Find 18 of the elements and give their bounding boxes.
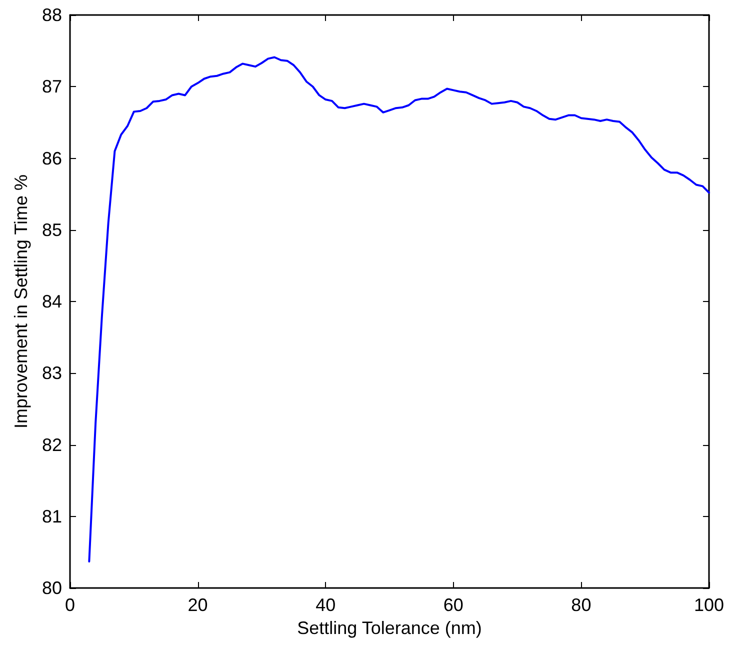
y-tick-label: 86: [42, 148, 62, 168]
x-axis-title: Settling Tolerance (nm): [297, 618, 482, 638]
y-axis-title: Improvement in Settling Time %: [11, 174, 31, 429]
line-series: [88, 56, 710, 562]
y-tick-label: 88: [42, 5, 62, 25]
x-tick-label: 20: [188, 595, 208, 615]
x-tick-label: 60: [443, 595, 464, 615]
y-tick-label: 80: [42, 578, 62, 598]
x-tick-label: 40: [316, 595, 336, 615]
y-tick-label: 83: [42, 363, 62, 384]
x-tick-label: 0: [64, 595, 76, 615]
y-tick-label: 85: [42, 220, 62, 240]
y-tick-label: 84: [42, 292, 62, 312]
y-tick-label: 82: [42, 434, 62, 455]
x-tick-label: 100: [694, 595, 724, 615]
x-tick-label: 80: [571, 595, 592, 615]
y-tick-label: 81: [42, 506, 62, 526]
y-tick-label: 87: [42, 76, 62, 97]
